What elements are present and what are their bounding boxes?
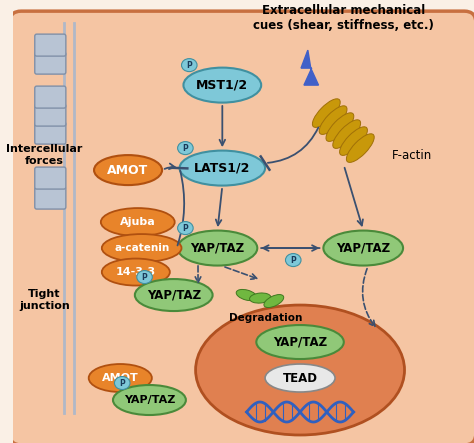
FancyBboxPatch shape: [35, 187, 66, 209]
Text: P: P: [291, 256, 296, 264]
Text: 14-3-3: 14-3-3: [116, 267, 156, 277]
Text: LATS1/2: LATS1/2: [194, 162, 250, 175]
Ellipse shape: [180, 151, 265, 186]
Ellipse shape: [178, 230, 257, 265]
Ellipse shape: [346, 134, 374, 163]
Ellipse shape: [102, 259, 170, 286]
Text: P: P: [142, 272, 147, 282]
FancyBboxPatch shape: [35, 122, 66, 144]
Text: AMOT: AMOT: [108, 163, 149, 177]
Text: Intercellular
forces: Intercellular forces: [6, 144, 82, 166]
FancyBboxPatch shape: [35, 52, 66, 74]
FancyBboxPatch shape: [35, 34, 66, 56]
Ellipse shape: [256, 325, 344, 359]
Polygon shape: [301, 50, 319, 85]
Ellipse shape: [236, 289, 257, 301]
Text: Extracellular mechanical
cues (shear, stiffness, etc.): Extracellular mechanical cues (shear, st…: [253, 4, 434, 32]
Text: Tight
junction: Tight junction: [19, 289, 70, 311]
Ellipse shape: [339, 127, 367, 155]
Ellipse shape: [135, 279, 213, 311]
Ellipse shape: [183, 68, 261, 103]
Ellipse shape: [182, 58, 197, 72]
Text: TEAD: TEAD: [283, 372, 318, 385]
Text: YAP/TAZ: YAP/TAZ: [191, 241, 245, 255]
Text: MST1/2: MST1/2: [196, 78, 248, 92]
Ellipse shape: [249, 293, 271, 303]
Ellipse shape: [326, 113, 354, 141]
Text: P: P: [186, 61, 192, 70]
Ellipse shape: [89, 364, 152, 392]
Ellipse shape: [196, 305, 404, 435]
Text: a-catenin: a-catenin: [114, 243, 169, 253]
Ellipse shape: [285, 253, 301, 267]
FancyBboxPatch shape: [35, 104, 66, 126]
FancyBboxPatch shape: [35, 167, 66, 189]
Text: YAP/TAZ: YAP/TAZ: [124, 395, 175, 405]
Text: P: P: [119, 378, 125, 388]
Text: YAP/TAZ: YAP/TAZ: [336, 241, 390, 255]
Text: F-actin: F-actin: [392, 148, 433, 162]
Ellipse shape: [102, 234, 182, 262]
Ellipse shape: [178, 222, 193, 234]
Ellipse shape: [264, 295, 284, 307]
Ellipse shape: [319, 106, 347, 134]
FancyBboxPatch shape: [35, 86, 66, 108]
Ellipse shape: [178, 142, 193, 155]
Text: Degradation: Degradation: [229, 313, 303, 323]
Ellipse shape: [114, 377, 130, 389]
Ellipse shape: [113, 385, 186, 415]
Ellipse shape: [265, 364, 335, 392]
Ellipse shape: [333, 120, 361, 148]
FancyBboxPatch shape: [9, 11, 474, 443]
Text: YAP/TAZ: YAP/TAZ: [146, 288, 201, 302]
Text: YAP/TAZ: YAP/TAZ: [273, 335, 327, 349]
Ellipse shape: [323, 230, 403, 265]
Ellipse shape: [101, 208, 175, 236]
Ellipse shape: [137, 271, 152, 284]
Text: P: P: [182, 144, 188, 152]
Text: P: P: [182, 224, 188, 233]
Text: AMOT: AMOT: [102, 373, 139, 383]
Ellipse shape: [94, 155, 162, 185]
Ellipse shape: [312, 99, 340, 128]
Text: Ajuba: Ajuba: [120, 217, 155, 227]
